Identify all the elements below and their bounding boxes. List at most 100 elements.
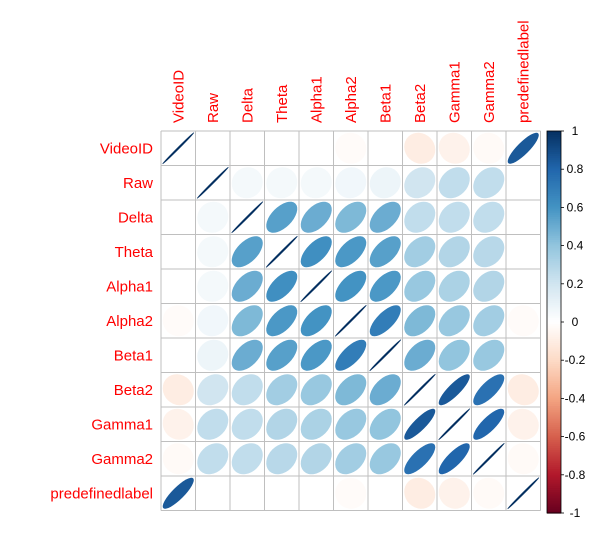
corr-cell-Raw-Alpha1 xyxy=(300,167,332,199)
corr-cell-Beta2-Alpha1 xyxy=(300,374,332,406)
corr-cell-predefinedlabel-Raw xyxy=(197,477,229,509)
corr-cell-VideoID-Beta2 xyxy=(404,132,436,164)
row-label-Delta: Delta xyxy=(118,209,154,226)
corr-cell-Gamma2-Gamma1 xyxy=(438,443,470,475)
colorbar-segment xyxy=(547,339,561,342)
colorbar-segment xyxy=(547,167,561,170)
corr-cell-Theta-Gamma1 xyxy=(438,236,470,268)
colorbar-segment xyxy=(547,182,561,186)
row-label-Gamma1: Gamma1 xyxy=(91,416,153,433)
colorbar-segment xyxy=(547,157,561,161)
corr-cell-VideoID-Gamma1 xyxy=(438,132,470,164)
colorbar-segment xyxy=(547,463,561,466)
colorbar-segment xyxy=(547,318,561,321)
colorbar-segment xyxy=(547,165,561,168)
colorbar-segment xyxy=(547,293,561,296)
corr-cell-Alpha2-Alpha2 xyxy=(334,304,367,337)
corr-cell-Alpha1-Beta1 xyxy=(369,270,401,302)
colorbar-segment xyxy=(547,358,561,361)
corr-cell-Delta-Gamma2 xyxy=(473,201,505,233)
colorbar-segment xyxy=(547,432,561,436)
colorbar-segment xyxy=(547,186,561,189)
colorbar-tick-label: 0.4 xyxy=(567,239,584,253)
colorbar-segment xyxy=(547,211,561,214)
colorbar-segment xyxy=(547,281,561,285)
row-label-predefinedlabel: predefinedlabel xyxy=(50,485,153,502)
row-label-Beta1: Beta1 xyxy=(114,347,153,364)
corr-cell-Theta-Alpha1 xyxy=(300,236,332,268)
col-label-VideoID: VideoID xyxy=(170,70,187,123)
colorbar-segment xyxy=(547,178,561,182)
colorbar-segment xyxy=(547,316,561,319)
colorbar-segment xyxy=(547,207,561,210)
corr-cell-Beta2-Theta xyxy=(266,374,298,406)
colorbar-segment xyxy=(547,400,561,403)
colorbar-segment xyxy=(547,430,561,434)
colorbar-segment xyxy=(547,455,561,459)
colorbar-segment xyxy=(547,278,561,281)
corr-cell-Gamma2-predefinedlabel xyxy=(507,443,539,475)
colorbar-tick-label: 0.6 xyxy=(567,200,584,214)
corr-cell-Beta1-Delta xyxy=(231,339,263,371)
colorbar-segment xyxy=(547,398,561,401)
colorbar-segment xyxy=(547,386,561,390)
colorbar-segment xyxy=(547,239,561,243)
colorbar-segment xyxy=(547,474,561,478)
corr-cell-Delta-predefinedlabel xyxy=(507,201,539,233)
corr-cell-Gamma1-Beta1 xyxy=(369,408,401,440)
colorbar-segment xyxy=(547,360,561,363)
corr-cell-VideoID-VideoID xyxy=(162,132,195,165)
corr-cell-predefinedlabel-Alpha2 xyxy=(335,477,367,509)
colorbar-segment xyxy=(547,297,561,300)
corr-cell-Alpha1-Alpha2 xyxy=(335,270,367,302)
corr-cell-VideoID-predefinedlabel xyxy=(507,132,539,164)
colorbar-segment xyxy=(547,446,561,449)
colorbar-segment xyxy=(547,251,561,254)
colorbar-segment xyxy=(547,153,561,157)
colorbar-segment xyxy=(547,159,561,163)
colorbar-segment xyxy=(547,385,561,388)
corr-cell-Delta-Beta1 xyxy=(369,201,401,233)
correlation-grid xyxy=(160,130,541,511)
corr-cell-Theta-Gamma2 xyxy=(473,236,505,268)
colorbar-segment xyxy=(547,155,561,159)
corr-cell-Gamma1-Alpha2 xyxy=(335,408,367,440)
corr-cell-Delta-VideoID xyxy=(162,201,194,233)
colorbar-segment xyxy=(547,425,561,428)
colorbar-segment xyxy=(547,323,561,327)
colorbar-segment xyxy=(547,253,561,256)
colorbar-segment xyxy=(547,501,561,505)
corr-cell-Theta-Delta xyxy=(231,236,263,268)
colorbar-segment xyxy=(547,241,561,245)
colorbar-segment xyxy=(547,184,561,187)
colorbar-segment xyxy=(547,144,561,147)
colorbar-segment xyxy=(547,279,561,283)
corr-cell-Beta2-VideoID xyxy=(162,374,194,406)
colorbar-segment xyxy=(547,226,561,230)
row-label-Theta: Theta xyxy=(115,244,154,261)
corr-cell-Beta2-Delta xyxy=(231,374,263,406)
colorbar-segment xyxy=(547,484,561,487)
corr-cell-Gamma2-Delta xyxy=(231,443,263,475)
colorbar-segment xyxy=(547,138,561,142)
colorbar-segment xyxy=(547,169,561,172)
colorbar-segment xyxy=(547,362,561,365)
corr-cell-Beta1-Alpha2 xyxy=(335,339,367,371)
colorbar-segment xyxy=(547,224,561,228)
corr-cell-predefinedlabel-predefinedlabel xyxy=(507,477,540,510)
colorbar-segment xyxy=(547,188,561,191)
corr-cell-Alpha2-Raw xyxy=(197,305,229,337)
corr-cell-predefinedlabel-Gamma1 xyxy=(438,477,470,509)
corr-cell-Theta-Theta xyxy=(265,235,298,268)
col-label-predefinedlabel: predefinedlabel xyxy=(515,20,532,123)
corr-cell-Raw-VideoID xyxy=(162,167,194,199)
corr-cell-VideoID-Alpha1 xyxy=(300,132,332,164)
colorbar-segment xyxy=(547,503,561,506)
colorbar-segment xyxy=(547,134,561,138)
colorbar-segment xyxy=(547,194,561,197)
colorbar-segment xyxy=(547,222,561,226)
corr-cell-Gamma1-predefinedlabel xyxy=(507,408,539,440)
corr-cell-Beta2-Alpha2 xyxy=(335,374,367,406)
colorbar-segment xyxy=(547,180,561,184)
colorbar-segment xyxy=(547,247,561,251)
